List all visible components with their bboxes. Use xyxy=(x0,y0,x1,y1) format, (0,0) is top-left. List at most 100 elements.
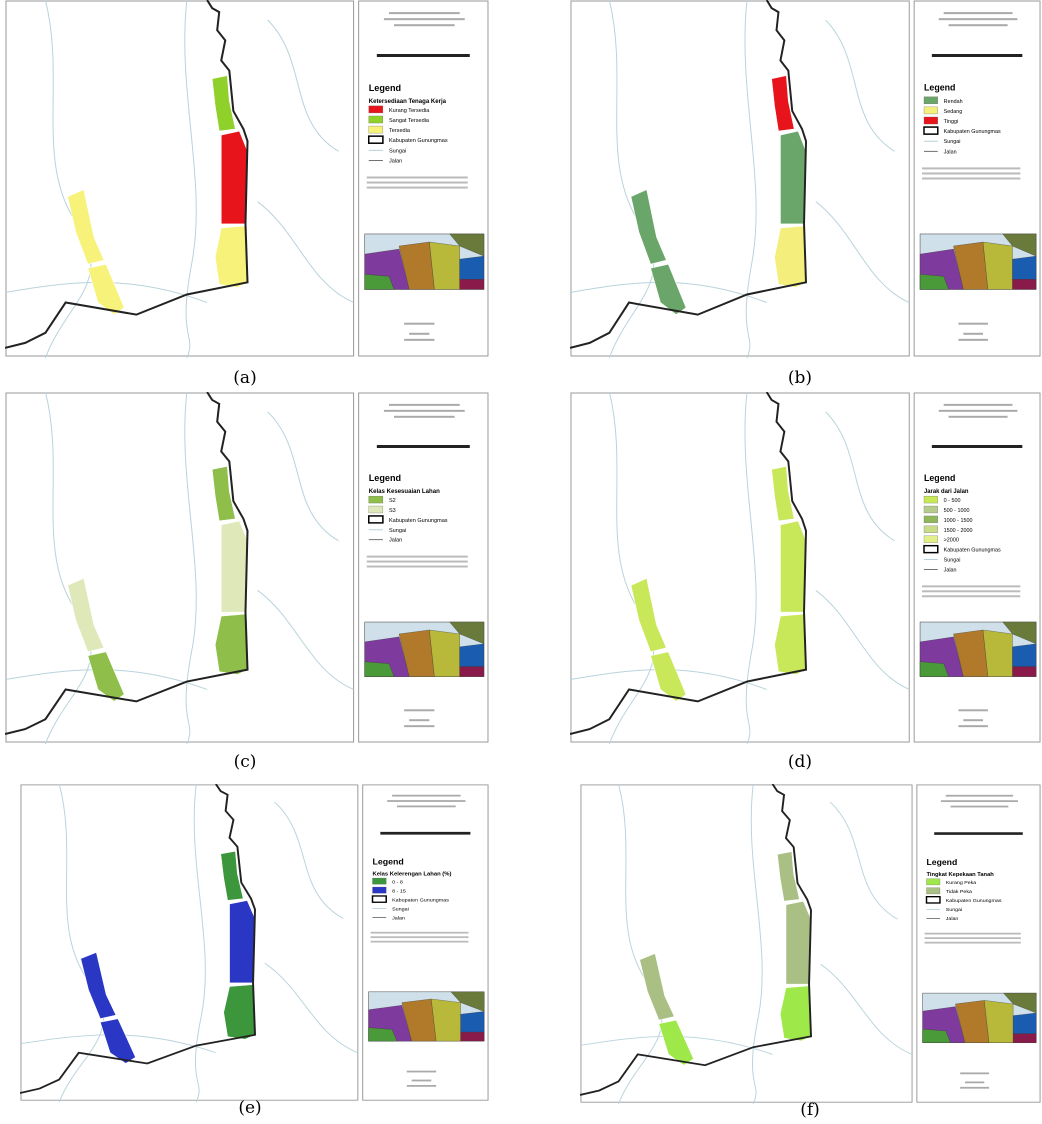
land-unit xyxy=(780,986,811,1041)
legend-swatch xyxy=(924,526,938,533)
footer-text-block xyxy=(404,339,434,341)
legend-label: S3 xyxy=(389,508,396,514)
map-panel: LegendKetersediaan Tenaga KerjaKurang Te… xyxy=(5,0,490,358)
legend-swatch xyxy=(369,116,383,123)
inset-region xyxy=(460,667,484,677)
legend-label: Kabupaten Gunungmas xyxy=(946,898,1002,904)
legend-label: Jalan xyxy=(946,916,959,922)
legend-heading: Legend xyxy=(373,857,404,867)
legend-label: 1000 - 1500 xyxy=(944,518,973,524)
note-text-block xyxy=(922,590,1020,592)
legend-heading: Legend xyxy=(924,83,955,93)
inset-region xyxy=(431,999,460,1041)
footer-text-block xyxy=(963,719,983,721)
legend-label: >2000 xyxy=(944,538,959,544)
legend-swatch xyxy=(369,106,383,113)
footer-text-block xyxy=(963,333,983,335)
title-text-block xyxy=(944,12,1013,14)
footer-text-block xyxy=(404,725,434,727)
legend-swatch xyxy=(373,878,387,884)
legend-label: S2 xyxy=(389,498,396,504)
footer-text-block xyxy=(958,323,988,325)
legend-title: Tingkat Kepekaan Tanah xyxy=(927,872,995,878)
note-text-block xyxy=(367,182,468,184)
legend-heading: Legend xyxy=(369,473,401,483)
footer-text-block xyxy=(404,323,434,325)
panel-caption: (c) xyxy=(215,752,275,772)
note-text-block xyxy=(922,167,1020,169)
inset-region xyxy=(461,1032,485,1041)
land-unit xyxy=(775,226,806,288)
note-text-block xyxy=(371,936,469,938)
inset-region xyxy=(461,1012,485,1033)
panel-caption: (b) xyxy=(770,368,830,388)
legend-swatch xyxy=(924,506,938,513)
figure: LegendKetersediaan Tenaga KerjaKurang Te… xyxy=(0,0,1042,1124)
note-text-block xyxy=(922,595,1020,597)
land-unit xyxy=(221,131,247,224)
note-text-block xyxy=(367,187,468,189)
legend-label: Kabupaten Gunungmas xyxy=(944,129,1001,135)
footer-text-block xyxy=(407,1085,436,1087)
panel-caption: (f) xyxy=(780,1100,840,1120)
legend-label: Jalan xyxy=(392,915,405,921)
legend-swatch xyxy=(369,496,383,503)
legend-title: Kelas Kelerengan Lahan (%) xyxy=(373,872,452,878)
note-text-block xyxy=(922,177,1020,179)
legend-label: Jalan xyxy=(389,158,402,164)
inset-region xyxy=(429,630,459,677)
legend-title: Kelas Kesesuaian Lahan xyxy=(369,489,440,495)
inset-region xyxy=(984,1000,1013,1042)
footer-text-block xyxy=(958,709,988,711)
legend-swatch xyxy=(924,107,938,114)
legend-title: Jarak dari Jalan xyxy=(924,489,969,495)
legend-swatch xyxy=(924,536,938,543)
note-text-block xyxy=(367,176,468,178)
inset-region xyxy=(1013,667,1037,677)
legend-label: Kabupaten Gunungmas xyxy=(389,138,448,144)
legend-label: Sungai xyxy=(944,558,961,564)
title-text-block xyxy=(389,12,460,14)
legend-label: Kabupaten Gunungmas xyxy=(392,898,449,904)
title-text-block xyxy=(397,805,456,807)
land-unit xyxy=(224,985,255,1040)
map-panel: LegendTingkat Kepekaan TanahKurang PekaT… xyxy=(580,784,1042,1104)
title-text-block xyxy=(939,18,1018,20)
inset-region xyxy=(460,256,484,279)
title-text-block xyxy=(951,806,1009,808)
land-unit xyxy=(215,614,247,674)
title-text-block xyxy=(944,404,1013,406)
note-text-block xyxy=(371,932,469,934)
footer-text-block xyxy=(965,1081,984,1083)
inset-region xyxy=(983,242,1013,289)
land-unit xyxy=(786,901,811,984)
legend-swatch xyxy=(924,516,938,523)
map-panel: LegendKelas Kelerengan Lahan (%)0 - 88 -… xyxy=(20,784,490,1102)
legend-swatch xyxy=(927,888,940,894)
legend-swatch xyxy=(373,887,387,893)
footer-text-block xyxy=(407,1071,436,1073)
title-text-block xyxy=(389,404,460,406)
legend-label: 1500 - 2000 xyxy=(944,528,973,534)
legend-label: Tersedia xyxy=(389,128,411,134)
legend-swatch xyxy=(924,97,938,104)
legend-swatch xyxy=(924,117,938,124)
legend-label: 0 - 500 xyxy=(944,498,961,504)
title-text-block xyxy=(394,24,455,26)
legend-label: Sungai xyxy=(944,139,961,145)
land-unit xyxy=(221,521,247,612)
legend-heading: Legend xyxy=(369,83,401,93)
note-text-block xyxy=(367,566,468,568)
land-unit xyxy=(775,614,806,674)
legend-label: Sangat Tersedia xyxy=(389,118,430,124)
title-text-block xyxy=(949,24,1008,26)
legend-heading: Legend xyxy=(927,857,958,867)
note-text-block xyxy=(371,941,469,943)
footer-text-block xyxy=(960,1072,989,1074)
footer-text-block xyxy=(412,1080,432,1082)
inset-region xyxy=(460,644,484,667)
inset-region xyxy=(460,279,484,289)
